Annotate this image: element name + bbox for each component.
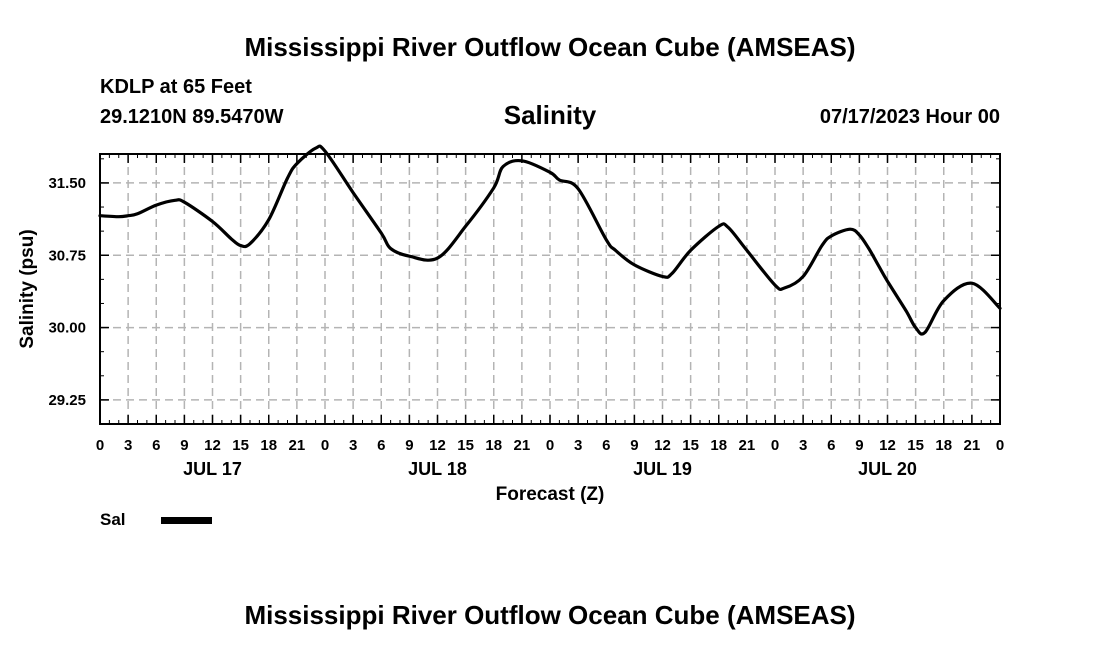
x-tick-label: 12 [879, 437, 896, 454]
y-tick-label: 30.00 [48, 320, 86, 337]
x-tick-label: 6 [827, 437, 835, 454]
x-tick-label: 0 [96, 437, 104, 454]
x-tick-label: 3 [574, 437, 582, 454]
x-tick-label: 21 [739, 437, 756, 454]
x-tick-label: 15 [457, 437, 474, 454]
x-tick-label: 0 [771, 437, 779, 454]
x-tick-label: 15 [232, 437, 249, 454]
x-tick-label: 0 [546, 437, 554, 454]
x-tick-label: 9 [405, 437, 413, 454]
day-label: JUL 20 [858, 459, 917, 479]
x-tick-label: 12 [204, 437, 221, 454]
footer-title: Mississippi River Outflow Ocean Cube (AM… [244, 600, 856, 630]
chart-title: Mississippi River Outflow Ocean Cube (AM… [244, 32, 856, 62]
legend-label: Sal [100, 510, 126, 529]
x-axis-label: Forecast (Z) [496, 484, 605, 505]
x-tick-label: 18 [935, 437, 952, 454]
x-tick-label: 3 [124, 437, 132, 454]
x-tick-label: 9 [180, 437, 188, 454]
legend-swatch [161, 517, 212, 524]
day-label: JUL 19 [633, 459, 692, 479]
series-line-sal [98, 144, 1002, 336]
x-tick-label: 21 [964, 437, 981, 454]
x-tick-label: 21 [289, 437, 306, 454]
x-tick-label: 15 [682, 437, 699, 454]
x-tick-label: 18 [485, 437, 502, 454]
x-tick-label: 15 [907, 437, 924, 454]
x-tick-label: 18 [260, 437, 277, 454]
day-label: JUL 17 [183, 459, 242, 479]
station-coordinates: 29.1210N 89.5470W [100, 106, 284, 128]
forecast-datetime: 07/17/2023 Hour 00 [819, 106, 1000, 128]
y-tick-label: 30.75 [48, 247, 86, 264]
x-tick-label: 12 [429, 437, 446, 454]
x-tick-label: 12 [654, 437, 671, 454]
y-tick-label: 31.50 [48, 175, 86, 192]
station-label: KDLP at 65 Feet [100, 76, 252, 98]
x-tick-label: 0 [321, 437, 329, 454]
x-tick-label: 6 [602, 437, 610, 454]
x-tick-label: 6 [152, 437, 160, 454]
x-tick-label: 0 [996, 437, 1004, 454]
x-tick-label: 3 [349, 437, 357, 454]
y-tick-label: 29.25 [48, 392, 86, 409]
day-label: JUL 18 [408, 459, 467, 479]
x-tick-label: 6 [377, 437, 385, 454]
x-tick-label: 21 [514, 437, 531, 454]
x-tick-label: 18 [710, 437, 727, 454]
x-tick-label: 3 [799, 437, 807, 454]
x-tick-label: 9 [855, 437, 863, 454]
plot-title: Salinity [503, 100, 597, 130]
y-axis-label: Salinity (psu) [17, 229, 38, 348]
x-tick-label: 9 [630, 437, 638, 454]
